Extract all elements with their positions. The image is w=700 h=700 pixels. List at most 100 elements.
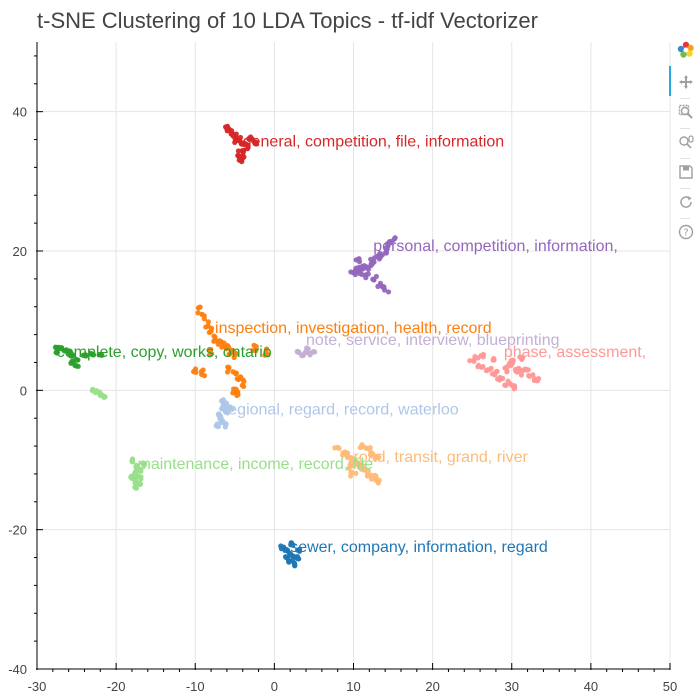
data-point xyxy=(133,462,140,468)
data-point xyxy=(215,423,221,429)
data-point xyxy=(92,389,99,395)
x-tick-label: 0 xyxy=(271,679,278,694)
data-point xyxy=(265,352,271,358)
data-point xyxy=(75,363,81,369)
data-point xyxy=(137,474,143,480)
data-point xyxy=(222,424,228,430)
data-point xyxy=(475,355,481,361)
reset-icon[interactable] xyxy=(676,192,696,212)
data-point xyxy=(300,352,306,358)
data-point xyxy=(239,158,245,165)
data-point xyxy=(365,271,371,277)
data-point xyxy=(467,358,473,364)
data-point xyxy=(359,271,365,278)
data-point xyxy=(336,445,342,451)
data-point xyxy=(294,348,300,355)
x-tick-label: -10 xyxy=(186,679,205,694)
data-point xyxy=(128,473,135,479)
data-points xyxy=(53,123,542,569)
data-point xyxy=(357,464,363,470)
data-point xyxy=(230,369,236,375)
data-point xyxy=(377,280,384,286)
data-point xyxy=(483,368,489,374)
data-point xyxy=(244,146,251,152)
data-point xyxy=(244,141,250,148)
data-point xyxy=(353,257,359,263)
data-point xyxy=(226,404,233,411)
data-point xyxy=(475,362,482,368)
cluster-label: personal, competition, information, xyxy=(373,238,618,255)
data-point xyxy=(246,136,252,142)
x-tick-label: 40 xyxy=(584,679,598,694)
y-tick-label: 40 xyxy=(13,105,27,120)
data-point xyxy=(531,377,538,383)
data-point xyxy=(191,369,197,375)
data-point xyxy=(507,381,514,387)
data-point xyxy=(491,355,497,362)
data-point xyxy=(240,152,246,158)
data-point xyxy=(291,560,297,566)
cluster-label: general, competition, file, information xyxy=(243,134,504,151)
data-point xyxy=(515,368,521,375)
wheel-zoom-icon[interactable] xyxy=(676,132,696,152)
data-point xyxy=(241,383,247,390)
data-point xyxy=(212,338,218,344)
data-point xyxy=(250,347,256,354)
data-point xyxy=(362,467,368,473)
data-point xyxy=(253,140,260,146)
data-point xyxy=(53,344,59,350)
cluster-label: note, service, interview, blueprinting xyxy=(306,332,559,349)
data-point xyxy=(205,319,212,325)
cluster-label: regional, regard, record, waterloo xyxy=(223,402,459,419)
bokeh-logo-icon[interactable] xyxy=(676,40,696,60)
data-point xyxy=(230,390,236,396)
cluster-label: inspection, investigation, health, recor… xyxy=(215,320,492,337)
x-tick-label: -30 xyxy=(28,679,47,694)
data-point xyxy=(347,462,353,468)
data-point xyxy=(392,235,398,241)
data-point xyxy=(208,325,215,331)
pan-icon[interactable] xyxy=(676,72,696,92)
data-point xyxy=(133,485,139,491)
data-point xyxy=(290,542,296,548)
data-point xyxy=(82,352,88,358)
data-point xyxy=(233,350,239,357)
data-point xyxy=(352,268,358,274)
data-point xyxy=(235,148,242,154)
data-point xyxy=(132,469,138,475)
save-icon[interactable] xyxy=(676,162,696,182)
cluster-label: complete, copy, works, ontario xyxy=(57,344,272,361)
box-zoom-icon[interactable] xyxy=(676,102,696,122)
data-point xyxy=(497,377,503,383)
x-tick-label: 50 xyxy=(663,679,677,694)
data-point xyxy=(524,367,530,373)
data-point xyxy=(224,126,230,132)
data-point xyxy=(365,266,371,273)
y-tick-label: 20 xyxy=(13,244,27,259)
data-point xyxy=(226,351,232,357)
data-point xyxy=(381,284,387,290)
cluster-label: maintenance, income, record, file xyxy=(137,456,373,473)
data-point xyxy=(376,256,382,262)
y-tick-label: -40 xyxy=(8,662,27,677)
data-point xyxy=(488,365,494,371)
data-point xyxy=(140,460,146,466)
active-tool-indicator xyxy=(669,66,671,96)
help-icon[interactable]: ? xyxy=(676,222,696,242)
data-point xyxy=(239,147,245,154)
data-point xyxy=(278,543,284,549)
data-point xyxy=(385,289,392,295)
data-point xyxy=(98,352,104,358)
data-point xyxy=(296,548,302,554)
data-point xyxy=(471,357,477,363)
x-tick-label: 10 xyxy=(346,679,360,694)
x-tick-label: 20 xyxy=(425,679,439,694)
data-point xyxy=(383,246,389,252)
data-point xyxy=(198,368,204,375)
data-point xyxy=(219,344,225,350)
data-point xyxy=(201,373,208,379)
data-point xyxy=(231,354,237,361)
y-tick-label: -20 xyxy=(8,523,27,538)
data-point xyxy=(387,240,393,246)
